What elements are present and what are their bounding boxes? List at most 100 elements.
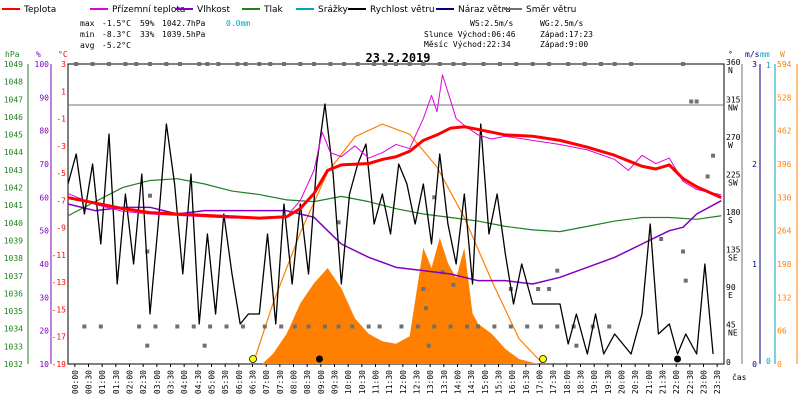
wind-direction-point — [164, 62, 169, 66]
tick-label-solar: 528 — [777, 93, 792, 102]
tick-label-pct: 20 — [39, 327, 49, 336]
wind-direction-point — [465, 324, 470, 329]
tick-label-mm: 0 — [766, 357, 771, 366]
tick-label-pct: 50 — [39, 227, 49, 236]
tick-label-x: 13:30 — [440, 370, 449, 394]
tick-label-x: 17:00 — [536, 370, 545, 394]
wind-direction-point — [298, 62, 303, 66]
tick-label-hpa: 1049 — [4, 60, 23, 69]
wind-direction-point — [492, 324, 497, 329]
axis-title-deg: ° — [728, 50, 733, 59]
tick-label-pct: 60 — [39, 193, 49, 202]
wind-direction-point — [205, 62, 210, 66]
wind-direction-point — [432, 324, 437, 329]
axis-title-w: W — [780, 50, 785, 59]
wind-direction-point — [689, 99, 694, 104]
solar-radiation-area — [262, 237, 539, 364]
tick-label-x: 01:30 — [112, 370, 121, 394]
tick-label-x: 07:30 — [276, 370, 285, 394]
wind-direction-point — [342, 62, 347, 66]
tick-label-dir-name: NW — [728, 104, 738, 113]
wind-direction-point — [694, 99, 699, 104]
tick-label-x: 21:30 — [659, 370, 668, 394]
wind-direction-point — [175, 324, 180, 329]
tick-label-x: 10:30 — [358, 370, 367, 394]
axis-title-mm: mm — [760, 50, 770, 59]
tick-label-x: 02:00 — [126, 370, 135, 394]
tick-label-x: 19:30 — [604, 370, 613, 394]
tick-label-x: 14:30 — [467, 370, 476, 394]
tick-label-dir: 360 — [726, 58, 741, 67]
tick-label-ms: 2 — [752, 160, 757, 169]
wind-direction-point — [571, 324, 576, 329]
tick-label-x: 09:30 — [331, 370, 340, 394]
wind-direction-point — [137, 324, 142, 329]
tick-label-solar: 198 — [777, 260, 792, 269]
wind-direction-point — [292, 324, 297, 329]
tick-label-dir-name: W — [728, 141, 733, 150]
tick-label-temp: 1 — [61, 87, 66, 96]
tick-label-x: 04:00 — [180, 370, 189, 394]
wind-gust-marker — [315, 355, 323, 363]
tick-label-pct: 80 — [39, 127, 49, 136]
legend-label-precip: Srážky — [318, 5, 349, 15]
tick-label-x: 03:00 — [153, 370, 162, 394]
tick-label-pct: 100 — [35, 60, 50, 69]
tick-label-x: 11:30 — [385, 370, 394, 394]
wind-direction-point — [705, 174, 710, 179]
tick-label-x: 19:00 — [590, 370, 599, 394]
wind-direction-layer — [74, 62, 716, 348]
tick-label-x: 00:30 — [85, 370, 94, 394]
tick-label-hpa: 1035 — [4, 307, 23, 316]
tick-label-temp: -19 — [52, 360, 67, 369]
tick-label-x: 12:30 — [413, 370, 422, 394]
wind-direction-point — [394, 62, 398, 66]
wind-direction-point — [612, 62, 617, 66]
tick-label-pct: 90 — [39, 93, 49, 102]
tick-label-x: 21:00 — [645, 370, 654, 394]
legend-label-temperature: Teplota — [23, 5, 56, 15]
stat-min-press: 1039.5hPa — [162, 30, 206, 39]
wind-direction-point — [437, 62, 442, 66]
tick-label-x: 08:30 — [303, 370, 312, 394]
tick-label-dir: 90 — [726, 283, 736, 292]
wind-direction-point — [82, 324, 87, 329]
wind-direction-point — [202, 343, 207, 348]
wind-direction-point — [355, 62, 360, 66]
wind-direction-point — [257, 62, 262, 66]
stat-max-rain: 0.0mm — [226, 19, 250, 28]
stat-min-temp: -8.3°C — [102, 30, 131, 39]
tick-label-x: 20:00 — [618, 370, 627, 394]
wind-direction-point — [268, 62, 273, 66]
wind-direction-point — [134, 62, 139, 66]
legend-label-ground-temperature: Přízemní teplota — [112, 5, 185, 15]
wind-direction-point — [683, 278, 688, 283]
wind-speed-line — [67, 103, 714, 355]
wind-direction-point — [74, 62, 79, 66]
wind-direction-point — [372, 62, 377, 66]
wind-direction-point — [448, 324, 453, 329]
tick-label-solar: 594 — [777, 60, 792, 69]
tick-label-temp: -15 — [52, 305, 67, 314]
wind-direction-point — [336, 220, 341, 225]
wind-direction-point — [90, 62, 95, 66]
sun-rise: Slunce Východ:06:46 — [424, 30, 516, 39]
wind-direction-point — [235, 62, 240, 66]
legend-label-pressure: Tlak — [263, 5, 284, 15]
tick-label-x: 05:00 — [208, 370, 217, 394]
tick-label-dir: 135 — [726, 246, 741, 255]
tick-label-dir-name: E — [728, 291, 733, 300]
wind-direction-point — [145, 249, 150, 254]
wind-direction-point — [145, 343, 150, 348]
stat-avg-label: avg — [80, 41, 95, 50]
stat-min-hum: 33% — [140, 30, 155, 39]
tick-label-x: 09:00 — [317, 370, 326, 394]
tick-label-hpa: 1040 — [4, 219, 23, 228]
wind-direction-point — [178, 62, 183, 66]
tick-label-hpa: 1045 — [4, 131, 23, 140]
tick-label-dir-name: SE — [728, 254, 738, 263]
tick-label-ms: 3 — [752, 60, 757, 69]
wind-direction-point — [191, 324, 196, 329]
tick-label-x: 22:30 — [686, 370, 695, 394]
tick-label-dir-name: S — [728, 216, 733, 225]
